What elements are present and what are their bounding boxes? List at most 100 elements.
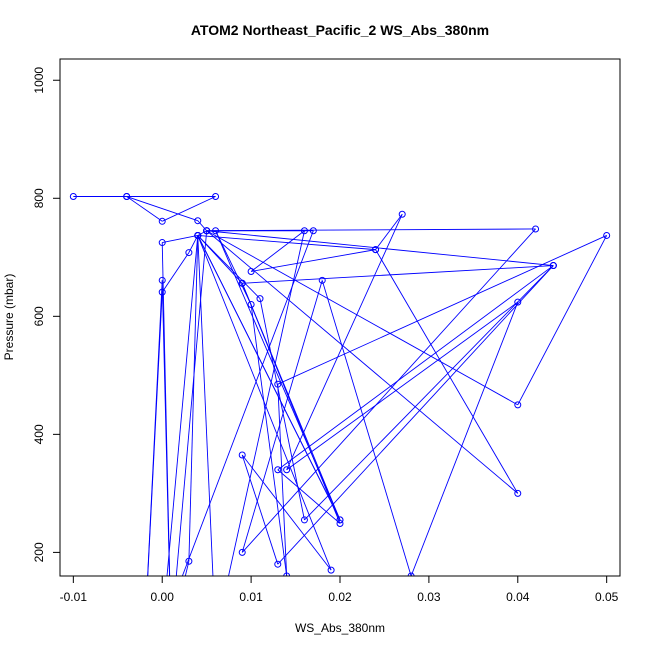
data-point-marker <box>549 262 557 270</box>
y-tick-label: 200 <box>32 542 46 562</box>
data-point-marker <box>168 632 174 638</box>
data-point-marker <box>398 210 406 218</box>
data-point-marker <box>158 288 166 296</box>
data-point-marker <box>212 193 220 201</box>
plot-frame <box>59 58 621 577</box>
series-line-segment <box>241 283 341 521</box>
series-line-segment <box>321 280 412 576</box>
data-point-marker <box>238 548 246 556</box>
series-line-segment <box>277 265 554 471</box>
series-line-segment <box>241 280 323 553</box>
series-line-segment <box>259 298 305 521</box>
x-tick-label: 0.05 <box>595 590 619 604</box>
series-line-segment <box>197 235 332 571</box>
series-line-segment <box>286 301 519 471</box>
data-point-marker <box>194 231 202 239</box>
x-tick-label: 0.02 <box>328 590 352 604</box>
data-point-marker <box>300 516 308 524</box>
series-line-segment <box>181 230 314 576</box>
series-line-segment <box>126 196 163 222</box>
series-line-segment <box>228 230 305 576</box>
data-point-marker <box>212 227 220 235</box>
series-line-segment <box>517 235 608 406</box>
data-point-marker <box>194 217 202 225</box>
series-line-segment <box>166 235 199 576</box>
data-point-marker <box>327 566 335 574</box>
chart-title: ATOM2 Northeast_Pacific_2 WS_Abs_380nm <box>191 22 489 38</box>
data-point-marker <box>318 276 326 284</box>
data-point-marker <box>514 401 522 409</box>
data-point-marker <box>247 267 255 275</box>
series-line-segment <box>277 265 554 565</box>
data-point-marker <box>532 225 540 233</box>
data-point-marker <box>123 193 131 201</box>
data-point-marker <box>372 246 380 254</box>
data-point-marker <box>256 295 264 303</box>
series-line-segment <box>197 235 261 299</box>
data-point-marker <box>300 227 308 235</box>
series-line-segment <box>277 384 288 576</box>
series-line-segment <box>175 230 208 576</box>
data-point-marker <box>274 560 282 568</box>
series-line-segment <box>250 304 288 576</box>
series-line-segment <box>375 249 519 494</box>
data-point-marker <box>336 519 344 527</box>
data-point-marker <box>213 632 219 638</box>
y-axis: 200 400 600 800 1000 <box>32 67 61 562</box>
data-point-marker <box>203 227 211 235</box>
x-tick-label: 0.00 <box>151 590 175 604</box>
series-line-segment <box>162 196 216 222</box>
x-tick-label: 0.04 <box>506 590 530 604</box>
series-line-segment <box>197 220 208 232</box>
series-line-segment <box>286 214 403 470</box>
data-point-marker <box>69 193 77 201</box>
series-line-segment <box>241 454 279 565</box>
data-point-marker <box>514 489 522 497</box>
series-line-segment <box>197 235 341 521</box>
x-tick-label: 0.03 <box>417 590 441 604</box>
data-point-marker <box>336 516 344 524</box>
x-tick-label: -0.01 <box>60 590 88 604</box>
series-line-segment <box>304 265 554 521</box>
data-point-marker <box>514 298 522 306</box>
series-line-segment <box>410 301 519 576</box>
series-line-segment <box>188 235 199 562</box>
data-point-marker <box>159 626 165 632</box>
series-line-segment <box>242 265 554 284</box>
series-line-segment <box>197 230 207 236</box>
data-point-marker <box>247 301 255 309</box>
series-line-segment <box>375 213 403 250</box>
x-axis-label: WS_Abs_380nm <box>295 621 385 635</box>
x-axis: -0.01 0.00 0.01 0.02 0.03 0.04 0.05 <box>60 575 619 604</box>
series-line-segment <box>197 235 214 576</box>
y-tick-label: 1000 <box>32 67 46 94</box>
series-line-segment <box>162 235 198 243</box>
series-line-segment <box>241 454 332 571</box>
data-point-marker <box>185 249 193 257</box>
data-point-marker <box>274 466 282 474</box>
series-line-segment <box>197 235 376 251</box>
plot-series <box>69 193 611 644</box>
series-line-segment <box>206 228 536 232</box>
series-line-segment <box>206 230 519 494</box>
data-point-marker <box>274 380 282 388</box>
series-line-segment <box>161 242 171 576</box>
data-point-marker <box>158 217 166 225</box>
y-tick-label: 800 <box>32 188 46 208</box>
data-point-marker <box>238 279 246 287</box>
data-point-marker <box>283 572 291 576</box>
series-line-segment <box>147 280 163 576</box>
data-point-marker <box>309 227 317 235</box>
series-line-segment <box>206 230 518 406</box>
y-axis-label: Pressure (mbar) <box>2 274 16 361</box>
data-point-marker <box>141 638 147 644</box>
y-tick-label: 400 <box>32 424 46 444</box>
series-line-segment <box>250 230 305 272</box>
series-line-segment <box>206 230 554 267</box>
series-line-segment <box>277 469 341 524</box>
data-point-marker <box>238 451 246 459</box>
series-line-segment <box>251 249 376 272</box>
y-tick-label: 600 <box>32 306 46 326</box>
data-point-marker <box>283 466 291 474</box>
